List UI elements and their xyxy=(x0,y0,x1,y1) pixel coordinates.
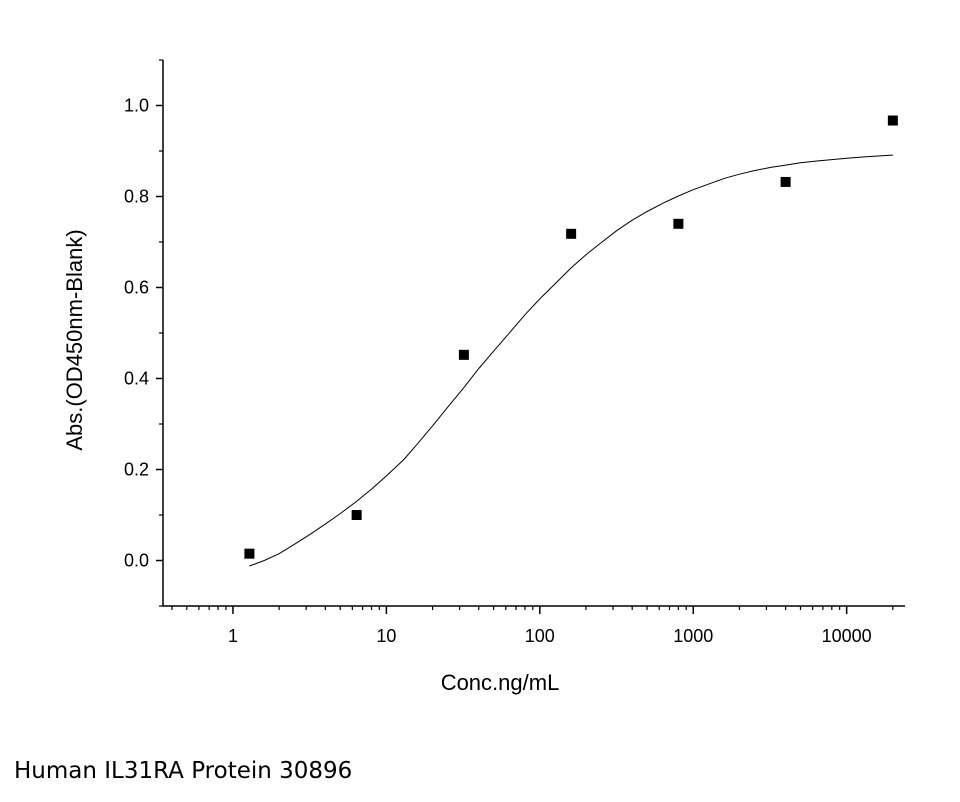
x-tick-label: 1000 xyxy=(673,626,713,646)
x-axis-title: Conc.ng/mL xyxy=(441,670,560,695)
y-tick-label: 1.0 xyxy=(124,96,149,116)
data-point xyxy=(566,228,577,239)
x-tick-label: 1 xyxy=(228,626,238,646)
data-point xyxy=(887,115,898,126)
x-tick-label: 100 xyxy=(525,626,555,646)
data-point xyxy=(458,349,469,360)
data-point xyxy=(780,176,791,187)
y-tick-label: 0.8 xyxy=(124,187,149,207)
data-point xyxy=(244,548,255,559)
fit-curve xyxy=(249,154,893,567)
axes: 0.0 0.2 0.4 0.6 0.8 1.0 1 10 100 1000 10000 xyxy=(124,59,905,646)
y-tick-label: 0.0 xyxy=(124,551,149,571)
data-point xyxy=(673,218,684,229)
data-point xyxy=(351,510,362,520)
y-tick-label: 0.2 xyxy=(124,460,149,480)
data-points xyxy=(244,115,898,559)
y-axis-title: Abs.(OD450nm-Blank) xyxy=(62,229,87,450)
x-tick-label: 10000 xyxy=(822,626,872,646)
y-tick-label: 0.4 xyxy=(124,369,149,389)
figure-caption: Human IL31RA Protein 30896 xyxy=(14,758,353,784)
fit-curve-group xyxy=(249,154,893,567)
chart: 0.0 0.2 0.4 0.6 0.8 1.0 1 10 100 1000 10000 Conc.n… xyxy=(62,59,905,695)
y-tick-label: 0.6 xyxy=(124,278,149,298)
x-tick-label: 10 xyxy=(376,626,396,646)
